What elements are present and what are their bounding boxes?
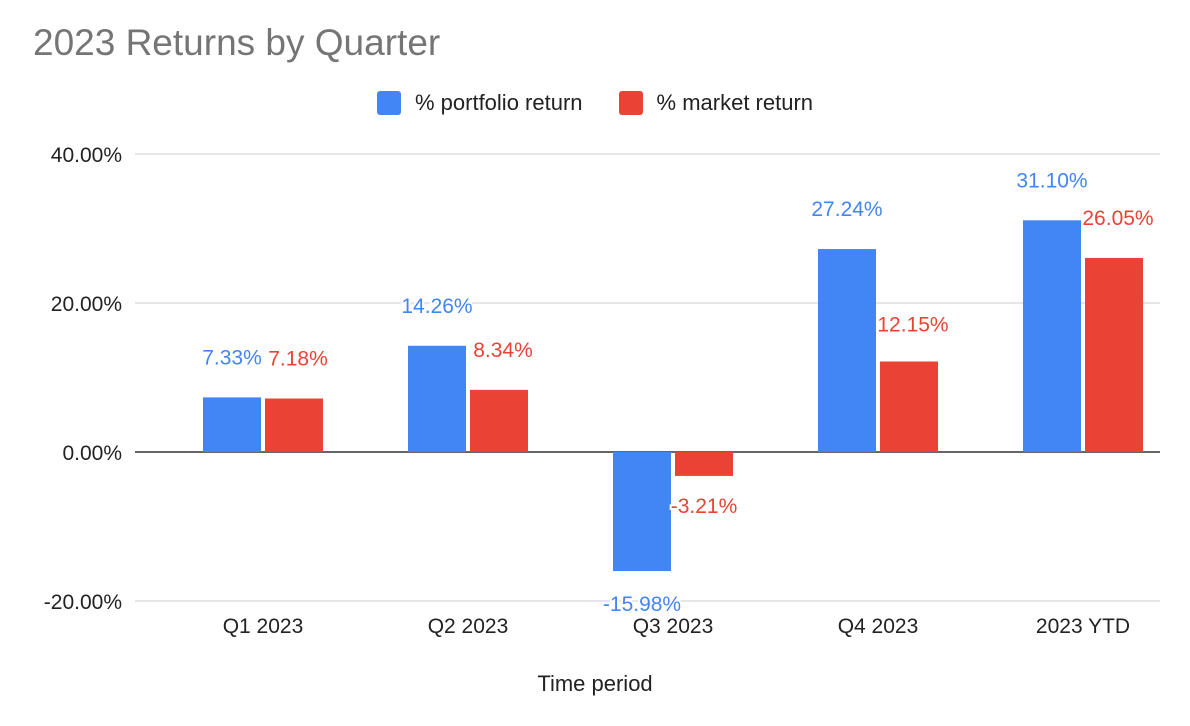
bar-market [1085,257,1143,452]
legend-label-portfolio: % portfolio return [414,90,583,115]
legend-swatch-market [618,91,643,115]
bar-portfolio [408,345,466,452]
data-label-portfolio: -15.98% [603,593,681,616]
data-label-market: 8.34% [473,339,533,362]
y-tick-label: 20.00% [51,293,122,316]
legend-item-market[interactable]: % market return [618,90,814,116]
bar-portfolio [203,397,261,452]
legend-item-portfolio[interactable]: % portfolio return [376,90,583,116]
y-tick-label: 0.00% [62,442,122,465]
x-tick-label: 2023 YTD [1036,615,1130,638]
data-label-portfolio: 7.33% [202,346,262,369]
bar-portfolio [613,452,671,572]
x-axis-title: Time period [537,671,653,696]
x-tick-label: Q3 2023 [633,615,714,638]
y-tick-label: 40.00% [51,144,122,167]
legend-label-market: % market return [656,90,814,115]
data-label-market: 7.18% [268,348,328,371]
data-label-portfolio: 31.10% [1016,169,1087,192]
bar-market [880,361,938,452]
bar-market [265,398,323,452]
y-tick-label: -20.00% [44,591,122,614]
bar-portfolio [818,249,876,452]
bar-market [675,452,733,476]
chart-title: 2023 Returns by Quarter [33,22,441,63]
data-label-portfolio: 14.26% [401,295,472,318]
data-label-portfolio: 27.24% [811,198,882,221]
legend-swatch-portfolio [376,91,401,115]
x-tick-label: Q1 2023 [223,615,304,638]
legend: % portfolio return % market return [0,90,1190,116]
data-label-market: -3.21% [671,495,738,518]
bar-portfolio [1023,220,1081,452]
data-label-market: 12.15% [877,313,948,336]
x-tick-label: Q4 2023 [838,615,919,638]
x-tick-label: Q2 2023 [428,615,509,638]
bar-market [470,389,528,452]
data-label-market: 26.05% [1082,207,1153,230]
